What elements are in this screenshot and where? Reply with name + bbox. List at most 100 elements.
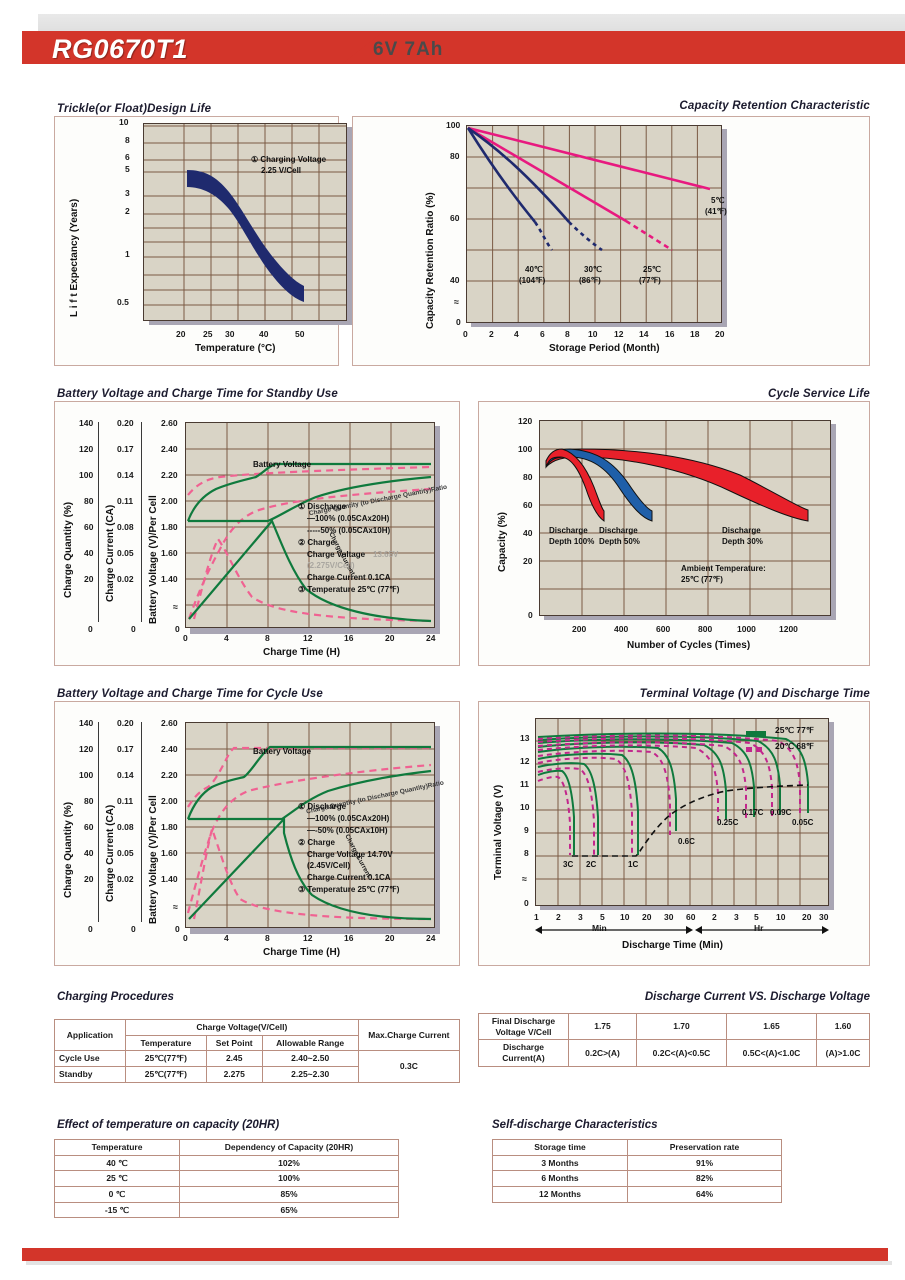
th-charge-voltage-group: Charge Voltage(V/Cell) — [124, 1019, 359, 1036]
v-tick-240: 2.40 — [161, 444, 178, 454]
footer-red-bar — [22, 1248, 888, 1261]
plot-area-trickle — [143, 123, 347, 321]
q-tick-140: 140 — [79, 418, 94, 428]
cell-cap-neg15: 65% — [179, 1201, 399, 1219]
v-tick-200: 2.00 — [161, 796, 178, 806]
curve-label-40c-f: (104℉) — [519, 276, 546, 285]
c-tick-0: 0 — [131, 924, 136, 934]
ytick-5: 5 — [125, 164, 130, 174]
legend-50pct: —-50% (0.05CAx10H) — [307, 826, 388, 835]
ytick-100: 100 — [446, 120, 461, 130]
ytick-40: 40 — [523, 528, 533, 538]
curve-charge-quantity — [188, 769, 432, 821]
xtick-0: 0 — [183, 633, 188, 643]
cell-cap-40: 102% — [179, 1154, 399, 1172]
axis-label-discharge-time: Discharge Time (Min) — [622, 940, 723, 951]
legend-charge-voltage-percell: (2.275V/Cell) — [307, 561, 355, 570]
table-row-header-1: Application Charge Voltage(V/Cell) Max.C… — [54, 1018, 461, 1052]
title-temp-effect: Effect of temperature on capacity (20HR) — [57, 1119, 280, 1131]
curve-label-30c-f: (86℉) — [579, 276, 601, 285]
xtick-18: 18 — [690, 329, 700, 339]
axis-label-retention-ratio: Capacity Retention Ratio (%) — [425, 192, 436, 329]
table-temp-effect: Temperature Dependency of Capacity (20HR… — [54, 1139, 399, 1219]
xtick-60: 60 — [686, 912, 696, 922]
legend-charge-voltage: Charge Voltage — [307, 550, 366, 559]
v-tick-0: 0 — [175, 624, 180, 634]
axis-label-terminal-voltage: Terminal Voltage (V) — [493, 784, 504, 880]
band-label-100-line2: Depth 100% — [549, 537, 595, 546]
curve-current-50pct — [192, 536, 432, 623]
rate-label-025c: 0.25C — [717, 818, 739, 827]
trickle-life-band — [187, 170, 304, 302]
table-row: Discharge Current(A) 0.2C>(A) 0.2C<(A)<0… — [478, 1039, 870, 1067]
title-capacity-retention: Capacity Retention Characteristic — [679, 100, 870, 112]
xtick-6: 6 — [540, 329, 545, 339]
xtick-4: 4 — [514, 329, 519, 339]
cell-temp-0: 0 ℃ — [54, 1185, 180, 1203]
axis-break-symbol: ≈ — [173, 902, 178, 912]
ytick-120: 120 — [518, 416, 533, 426]
q-tick-60: 60 — [84, 522, 94, 532]
axis-label-temperature: Temperature (°C) — [195, 343, 276, 354]
legend-charge-current: Charge Current 0.1CA — [307, 573, 391, 582]
cycle-life-chart-svg — [540, 421, 830, 615]
q-tick-0: 0 — [88, 624, 93, 634]
cell-setpoint-cycle-use: 2.45 — [205, 1050, 263, 1067]
th-final-discharge-voltage: Final Discharge Voltage V/Cell — [478, 1012, 569, 1041]
axis-label-charge-time: Charge Time (H) — [263, 947, 341, 958]
q-tick-80: 80 — [84, 496, 94, 506]
ytick-60: 60 — [450, 213, 460, 223]
xtick-30: 30 — [664, 912, 674, 922]
curve-charge-current — [188, 816, 432, 921]
legend-25c-label: 25℃ 77℉ — [775, 725, 814, 735]
xtick-4: 4 — [224, 633, 229, 643]
axis-label-capacity: Capacity (%) — [497, 511, 508, 572]
cell-temp-neg15: -15 ℃ — [54, 1201, 180, 1219]
rate-label-3c: 3C — [563, 860, 574, 869]
footer-shadow — [26, 1261, 892, 1265]
c-tick-005: 0.05 — [117, 848, 134, 858]
ytick-0: 0 — [524, 898, 529, 908]
cell-rate-12m: 64% — [627, 1185, 782, 1203]
band-label-100-line1: Discharge — [549, 526, 588, 535]
curve-5c — [467, 126, 711, 191]
xtick-8: 8 — [265, 933, 270, 943]
table-row: Standby 25℃(77℉) 2.275 2.25~2.30 — [54, 1065, 460, 1083]
xtick-1: 1 — [534, 912, 539, 922]
band-label-50-line1: Discharge — [599, 526, 638, 535]
xtick-20: 20 — [385, 933, 395, 943]
c-tick-017: 0.17 — [117, 444, 134, 454]
plot-area-terminal — [535, 718, 829, 906]
q-tick-120: 120 — [79, 744, 94, 754]
xtick-1200: 1200 — [779, 624, 798, 634]
th-temperature: Temperature — [54, 1139, 180, 1156]
cell-cap-0: 85% — [179, 1185, 399, 1203]
xtick-20: 20 — [385, 633, 395, 643]
v-tick-240: 2.40 — [161, 744, 178, 754]
plot-area-cycle-use — [185, 722, 435, 928]
xtick-3: 3 — [578, 912, 583, 922]
header-slant-shape — [342, 31, 384, 64]
legend-50pct: -----50% (0.05CAx10H) — [307, 526, 391, 535]
ytick-80: 80 — [523, 472, 533, 482]
ytick-80: 80 — [450, 151, 460, 161]
q-tick-40: 40 — [84, 548, 94, 558]
th-dependency-capacity: Dependency of Capacity (20HR) — [179, 1139, 399, 1156]
cell-dc-1: 0.2C>(A) — [568, 1039, 637, 1067]
xtick-hr-2: 2 — [712, 912, 717, 922]
c-tick-014: 0.14 — [117, 770, 134, 780]
title-discharge-vs: Discharge Current VS. Discharge Voltage — [644, 991, 870, 1003]
trickle-chart-svg — [144, 124, 346, 320]
curve-40c-solid — [467, 127, 537, 223]
table-row: 40 ℃ 102% — [54, 1154, 399, 1172]
model-spec: 6V 7Ah — [373, 39, 444, 60]
c-tick-014: 0.14 — [117, 470, 134, 480]
cell-dc-3: 0.5C<(A)<1.0C — [726, 1039, 817, 1067]
curve-label-5c: 5℃ — [711, 196, 725, 205]
cell-range-cycle-use: 2.40~2.50 — [261, 1050, 359, 1067]
table-row: 25 ℃ 100% — [54, 1170, 399, 1187]
ytick-3: 3 — [125, 188, 130, 198]
band-label-30-line1: Discharge — [722, 526, 761, 535]
curve-battery-voltage — [186, 462, 431, 522]
standby-chart-svg — [186, 423, 434, 627]
